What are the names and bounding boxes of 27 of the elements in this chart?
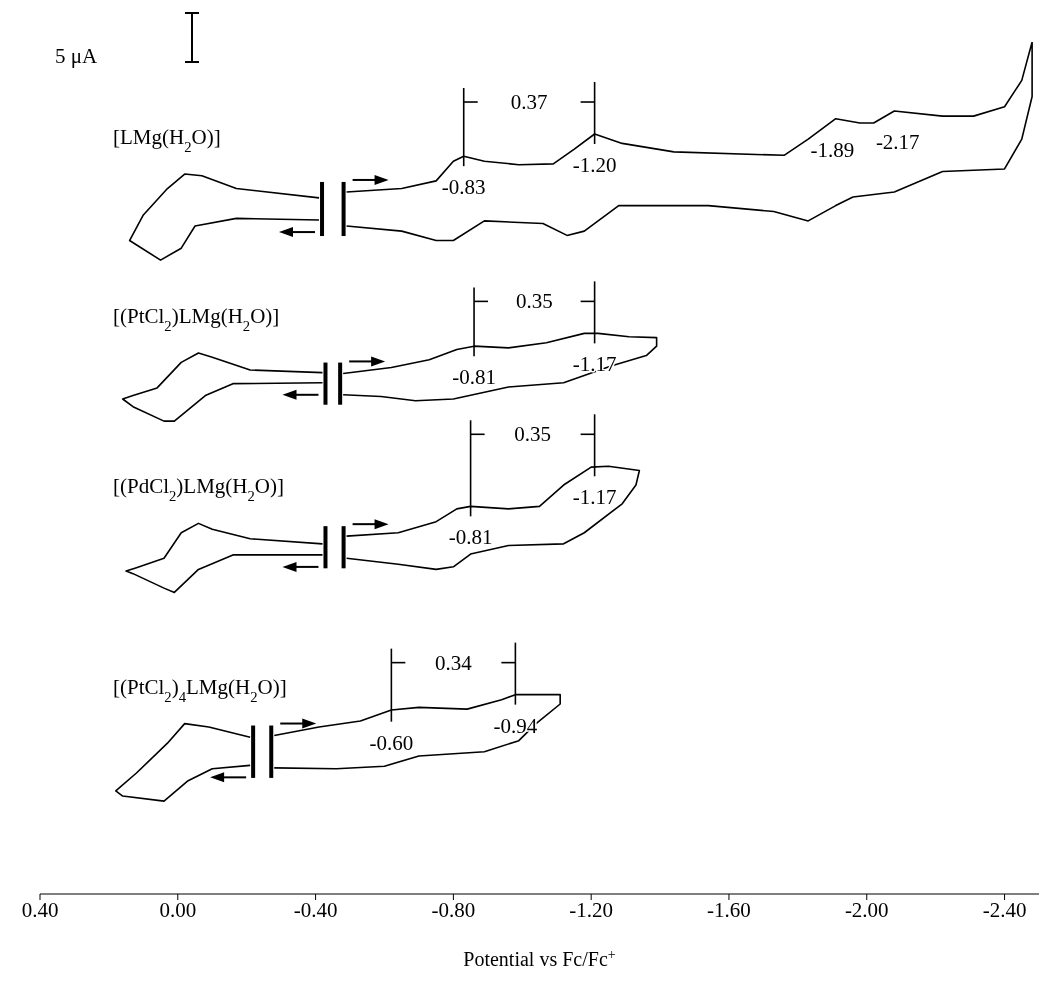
x-tick-label: 0.00 [159,897,197,922]
series-label: [(PtCl$_{2}$)$_{4}$LMg(H$_{2}$O)] [113,674,287,705]
x-tick-label: -0.40 [293,897,338,922]
x-tick-label: 0.40 [21,897,59,922]
series-label: [(PdCl$_{2}$)LMg(H$_{2}$O)] [113,474,285,505]
x-axis-title: Potential vs Fc/Fc$^{+}$ [463,946,616,970]
x-tick-label: -2.40 [982,897,1027,922]
annotation: -1.17 [572,352,617,377]
x-tick-label: -0.80 [431,897,476,922]
series-label: [LMg(H$_{2}$O)] [113,125,221,156]
x-tick-label: -2.00 [844,897,889,922]
annotation: 0.34 [435,650,473,675]
annotation: -0.81 [448,525,493,550]
annotation: 0.35 [514,422,551,447]
x-tick-label: -1.20 [569,897,614,922]
annotation: -1.89 [810,137,855,162]
annotation: -0.83 [441,175,486,200]
annotation: -1.17 [572,485,617,510]
annotation: 0.35 [515,289,553,314]
annotation: -1.20 [572,153,617,178]
annotation: -0.81 [452,365,496,390]
x-tick-label: -1.60 [707,897,751,922]
annotation: 5 μA [55,44,99,68]
annotation: -2.17 [875,130,920,155]
annotation: -0.60 [369,730,414,755]
annotation: 0.37 [510,90,548,115]
series-label: [(PtCl$_{2}$)LMg(H$_{2}$O)] [113,303,280,334]
